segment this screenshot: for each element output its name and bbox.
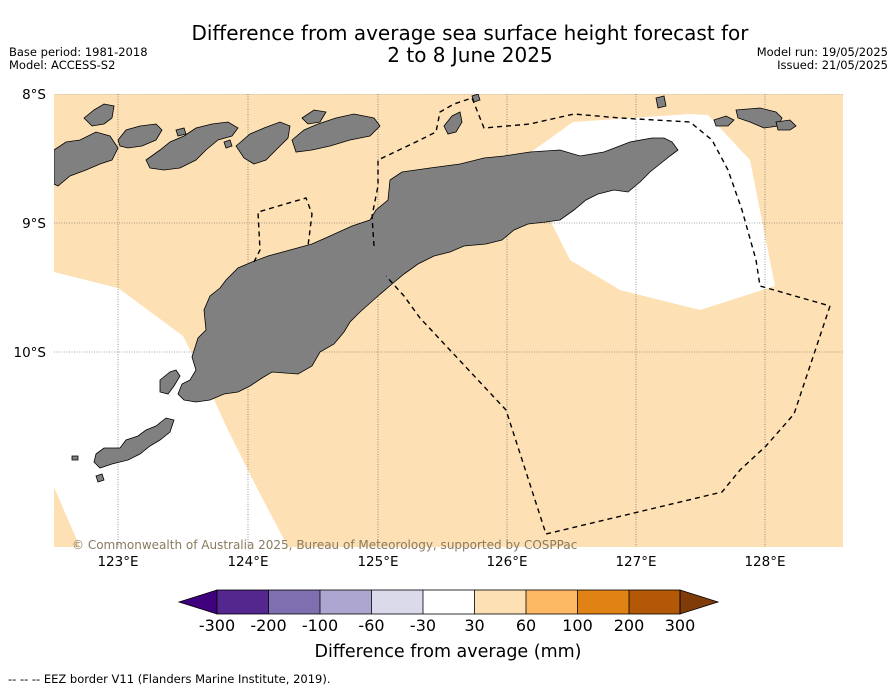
lon-label-126e: 126°E [486,554,527,570]
land-masses [54,94,797,483]
colorbar-tick-6: 30 [464,616,484,635]
map-panel [54,94,843,547]
colorbar-bin-3 [320,590,372,614]
neutral-region-corner-sw [54,487,80,547]
lat-label-8s: 8°S [22,87,46,103]
land-wetar [235,121,291,165]
eez-line-west [253,197,313,263]
land-alor-west [54,131,119,187]
land-babar-3 [775,119,797,131]
colorbar-tick-5: -30 [410,616,436,635]
colorbar-tick-9: 200 [614,616,645,635]
lon-label-128e: 128°E [744,554,785,570]
colorbar-bin-5 [423,590,475,614]
land-semau [159,369,181,395]
land-ndao [95,473,105,483]
colorbar-bin-4 [371,590,423,614]
lon-label-125e: 125°E [357,554,398,570]
eez-line-southeast [385,275,831,535]
colorbar-tick-2: -200 [250,616,286,635]
land-atauro [291,113,381,153]
lon-axis-labels: 123°E 124°E 125°E 126°E 127°E 128°E [97,554,785,570]
colorbar-bin-1 [217,590,269,614]
issued-date: Issued: 21/05/2025 [777,58,888,72]
colorbar-title: Difference from average (mm) [314,642,581,662]
chart-title-line1: Difference from average sea surface heig… [191,21,749,45]
colorbar-tick-10: 300 [665,616,696,635]
colorbar-bin-6 [474,590,526,614]
land-island-alor [145,121,239,171]
lon-label-124e: 124°E [227,554,268,570]
land-kisar [443,111,463,135]
colorbar: -300 -200 -100 -60 -30 30 60 100 200 300… [177,589,720,662]
neutral-region-southwest [54,272,288,547]
metadata-right: Model run: 19/05/2025 Issued: 21/05/2025 [757,46,888,72]
colorbar-extend-left [177,589,218,615]
lat-label-10s: 10°S [14,345,47,361]
colorbar-tick-7: 60 [516,616,536,635]
colorbar-extend-right [679,589,720,615]
map-credit: © Commonwealth of Australia 2025, Bureau… [72,538,577,552]
land-islet-1 [71,455,79,461]
colorbar-tick-4: -60 [358,616,384,635]
lat-axis-labels: 8°S 9°S 10°S [14,87,47,361]
land-timor [177,137,679,403]
eez-border [253,97,831,535]
model-run: Model run: 19/05/2025 [756,45,888,59]
colorbar-bin-2 [268,590,320,614]
colorbar-tick-3: -100 [302,616,338,635]
lon-label-127e: 127°E [615,554,656,570]
metadata-left: Base period: 1981-2018 Model: ACCESS-S2 [9,46,148,72]
colorbar-bin-7 [526,590,578,614]
colorbar-tick-8: 100 [562,616,593,635]
colorbar-bin-8 [577,590,629,614]
land-rote [93,417,175,469]
land-islands-row [117,123,163,149]
chart-title-line2: 2 to 8 June 2025 [387,43,553,67]
land-islet-4 [175,127,187,137]
colorbar-tick-1: -300 [199,616,235,635]
eez-footnote: -- -- -- EEZ border V11 (Flanders Marine… [8,672,331,686]
land-pantar [83,103,115,127]
land-small-1 [301,109,327,125]
lon-label-123e: 123°E [97,554,138,570]
model-name: Model: ACCESS-S2 [9,58,116,72]
lat-label-9s: 9°S [22,216,46,232]
colorbar-bin-9 [629,590,680,614]
base-period: Base period: 1981-2018 [9,45,148,59]
land-islet-3 [655,95,667,109]
land-islet-5 [223,139,233,149]
eez-line-north [371,97,831,307]
land-babar-2 [713,115,735,127]
